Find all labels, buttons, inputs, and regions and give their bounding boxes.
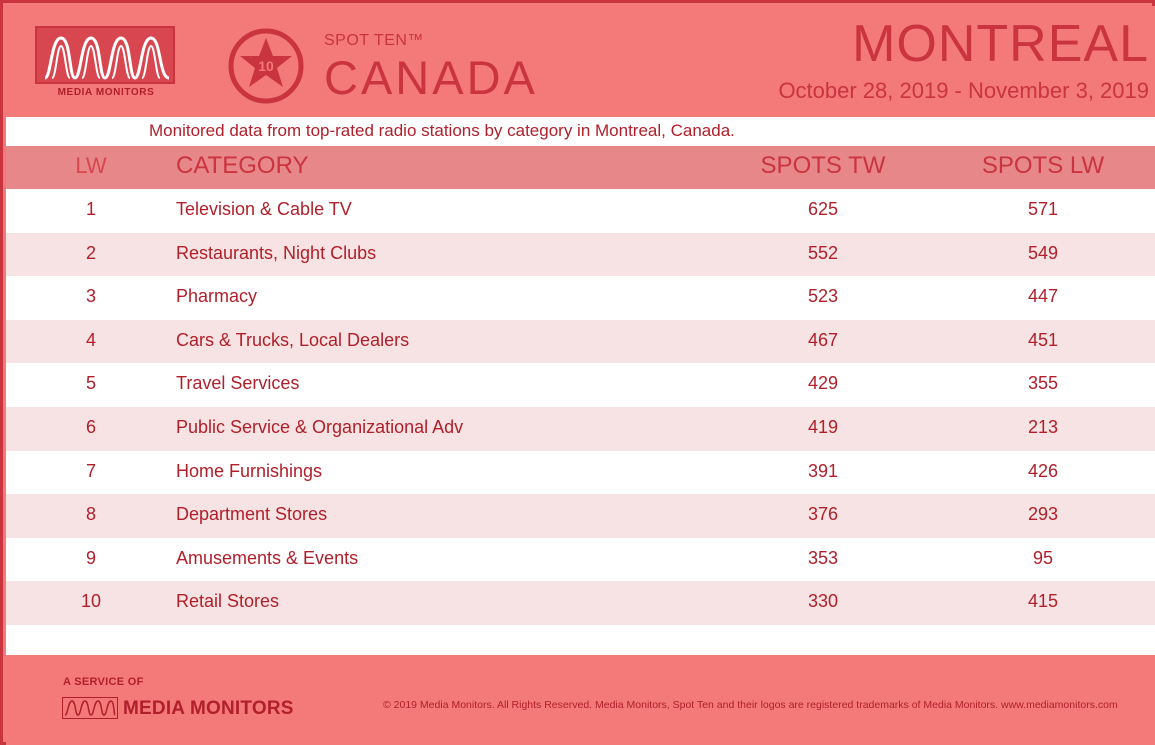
media-monitors-logo: MEDIA MONITORS [35, 26, 177, 101]
table-row: 1 Television & Cable TV 625 571 [6, 189, 1155, 233]
cell-spots-tw: 353 [807, 547, 839, 568]
cell-category: Cars & Trucks, Local Dealers [176, 329, 410, 350]
table-row: 5 Travel Services 429 355 [6, 363, 1155, 407]
header-spots-tw: SPOTS TW [760, 152, 886, 179]
city-title: MONTREAL [852, 15, 1149, 73]
table-row: 3 Pharmacy 523 447 [6, 276, 1155, 320]
cell-spots-tw: 552 [807, 242, 839, 263]
header-category: CATEGORY [176, 152, 309, 179]
cell-spots-tw: 523 [807, 286, 839, 307]
footer: A SERVICE OF MEDIA MONITORS © 2019 Media… [6, 655, 1155, 745]
cell-category: Travel Services [176, 373, 300, 394]
cell-category: Television & Cable TV [176, 199, 352, 219]
cell-spots-tw: 429 [807, 373, 839, 394]
waveform-icon [35, 26, 175, 84]
cell-lw: 9 [85, 547, 96, 568]
table-body: 1 Television & Cable TV 625 571 2 Restau… [6, 189, 1155, 625]
cell-category: Retail Stores [176, 591, 280, 612]
table-row: 7 Home Furnishings 391 426 [6, 450, 1155, 495]
cell-spots-lw: 571 [1027, 199, 1059, 219]
table-row: 4 Cars & Trucks, Local Dealers 467 451 [6, 319, 1155, 364]
country-title: CANADA [324, 51, 538, 104]
subtitle-text: Monitored data from top-rated radio stat… [149, 121, 735, 140]
program-tag: SPOT TEN™ [324, 32, 424, 49]
cell-spots-lw: 213 [1027, 416, 1059, 437]
table-spacer [6, 624, 1155, 660]
header: MEDIA MONITORS 10 SPOT TEN™ CANADA MONTR… [6, 6, 1155, 117]
cell-category: Public Service & Organizational Adv [176, 416, 464, 437]
header-spots-lw: SPOTS LW [981, 152, 1105, 179]
table-row: 8 Department Stores 376 293 [6, 494, 1155, 538]
cell-lw: 4 [85, 329, 96, 350]
cell-spots-lw: 293 [1027, 504, 1059, 525]
table-row: 10 Retail Stores 330 415 [6, 581, 1155, 625]
cell-category: Department Stores [176, 504, 328, 525]
cell-spots-tw: 625 [807, 199, 839, 219]
cell-spots-lw: 426 [1027, 460, 1059, 481]
table-row: 6 Public Service & Organizational Adv 41… [6, 406, 1155, 451]
subtitle-band: Monitored data from top-rated radio stat… [6, 117, 1155, 146]
cell-spots-tw: 419 [807, 416, 839, 437]
date-range: October 28, 2019 - November 3, 2019 [778, 78, 1149, 103]
mini-waveform-icon [62, 697, 118, 719]
table-row: 9 Amusements & Events 353 95 [6, 537, 1155, 582]
footer-logo-text: MEDIA MONITORS [123, 698, 294, 719]
cell-spots-tw: 467 [807, 329, 839, 350]
table-header: LW CATEGORY SPOTS TW SPOTS LW [6, 146, 1155, 189]
spot-ten-star-icon: 10 [227, 27, 305, 105]
cell-spots-lw: 95 [1032, 547, 1054, 568]
cell-lw: 7 [85, 460, 96, 481]
table-row: 2 Restaurants, Night Clubs 552 549 [6, 232, 1155, 277]
cell-spots-tw: 391 [807, 460, 839, 481]
rankings-table: LW CATEGORY SPOTS TW SPOTS LW 1 Televisi… [6, 146, 1155, 660]
cell-spots-lw: 355 [1027, 373, 1059, 394]
cell-category: Restaurants, Night Clubs [176, 242, 377, 263]
cell-spots-lw: 549 [1027, 242, 1059, 263]
cell-spots-tw: 376 [807, 504, 839, 525]
cell-category: Amusements & Events [176, 547, 359, 568]
badge-number: 10 [258, 58, 274, 74]
cell-lw: 10 [80, 591, 102, 612]
cell-spots-lw: 451 [1027, 329, 1059, 350]
cell-lw: 2 [85, 242, 96, 263]
cell-lw: 8 [85, 504, 96, 525]
header-lw: LW [75, 153, 107, 178]
footer-logo: MEDIA MONITORS [62, 697, 312, 721]
cell-lw: 5 [85, 373, 96, 394]
copyright-text: © 2019 Media Monitors. All Rights Reserv… [383, 699, 1118, 711]
cell-lw: 1 [85, 199, 96, 219]
cell-lw: 6 [85, 416, 96, 437]
logo-brand-text: MEDIA MONITORS [57, 87, 155, 98]
cell-spots-tw: 330 [807, 591, 839, 612]
cell-category: Home Furnishings [176, 460, 323, 481]
cell-spots-lw: 415 [1027, 591, 1059, 612]
cell-category: Pharmacy [176, 286, 258, 307]
cell-spots-lw: 447 [1027, 286, 1059, 307]
service-label: A SERVICE OF [63, 676, 144, 688]
cell-lw: 3 [85, 286, 96, 307]
